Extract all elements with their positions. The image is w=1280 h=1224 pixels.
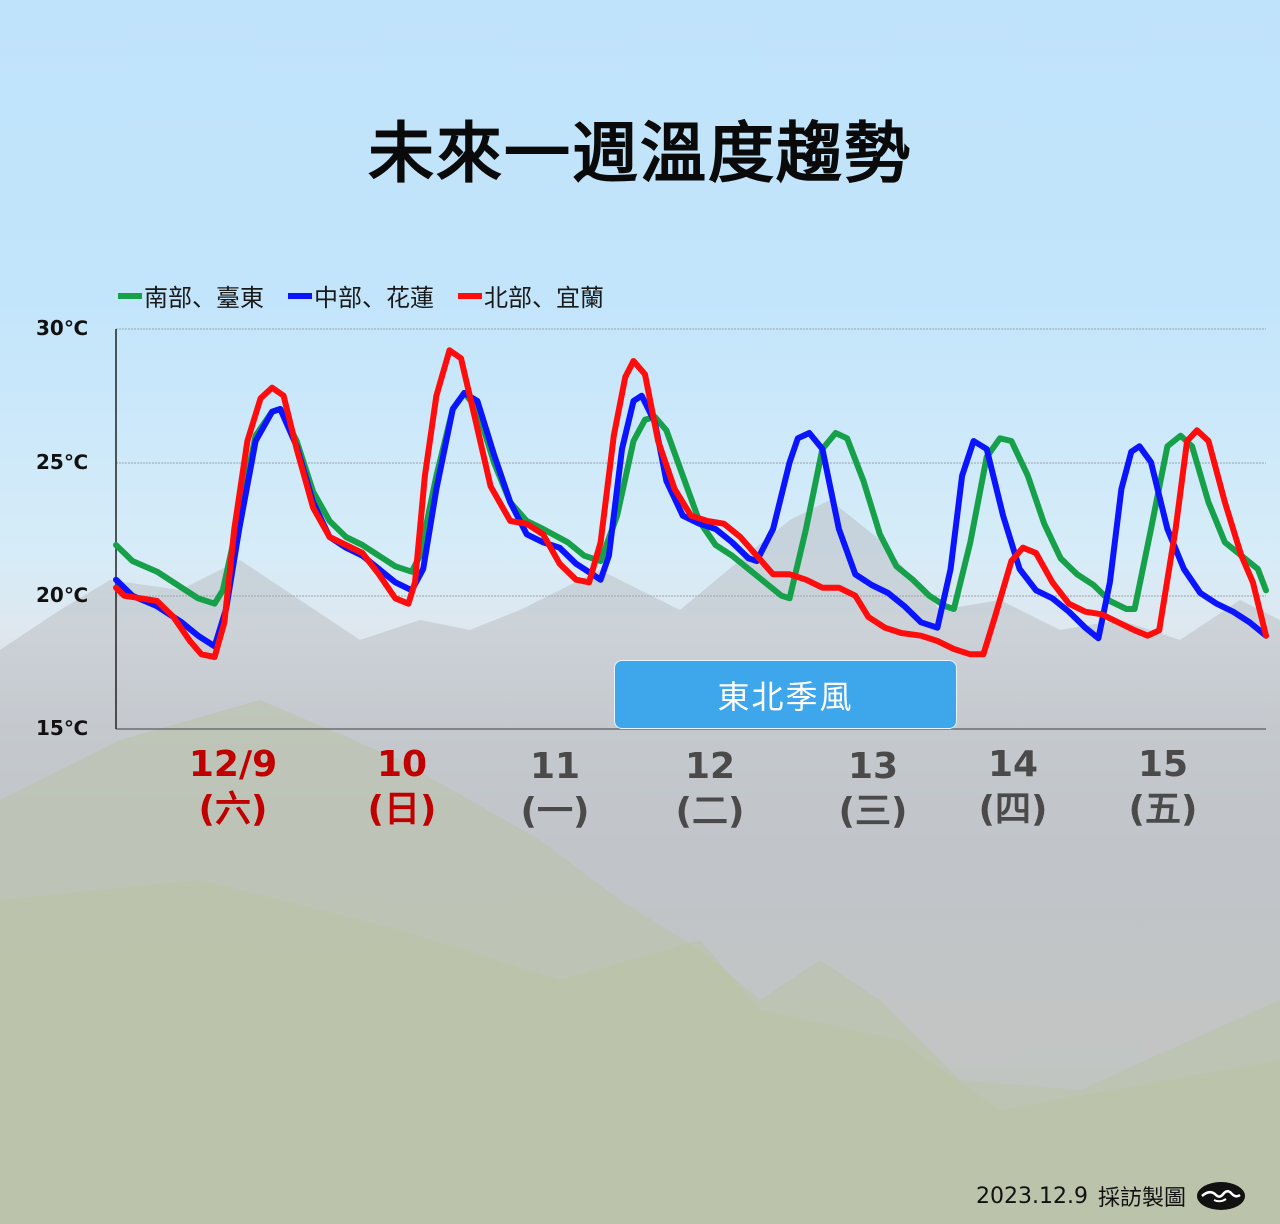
agency-logo-icon <box>1197 1182 1245 1210</box>
legend-swatch-green <box>118 292 142 299</box>
legend-swatch-red <box>458 292 482 299</box>
day-label-5: 14 (四) <box>943 742 1083 832</box>
day-weekday: (日) <box>367 789 437 830</box>
day-label-1: 10 (日) <box>332 742 472 832</box>
day-date: 10 <box>376 744 428 785</box>
day-weekday: (五) <box>1128 789 1198 830</box>
series-line-south <box>113 390 1269 612</box>
day-label-0: 12/9 (六) <box>163 742 303 832</box>
day-date: 15 <box>1137 744 1189 785</box>
y-tick-25: 25℃ <box>36 450 89 474</box>
footer-date: 2023.12.9 <box>976 1183 1088 1209</box>
legend-label: 中部、花蓮 <box>314 284 434 312</box>
legend-item-central: 中部、花蓮 <box>288 278 434 313</box>
legend-swatch-blue <box>288 292 312 299</box>
day-weekday: (一) <box>520 791 590 832</box>
day-date: 13 <box>847 746 899 787</box>
day-label-6: 15 (五) <box>1093 742 1233 832</box>
day-weekday: (三) <box>838 791 908 832</box>
monsoon-annotation: 東北季風 <box>614 660 957 729</box>
chart-title: 未來一週溫度趨勢 <box>368 115 912 192</box>
day-date: 12 <box>684 746 736 787</box>
footer: 2023.12.9 採訪製圖 <box>976 1180 1246 1212</box>
y-tick-15: 15℃ <box>36 716 89 740</box>
day-weekday: (六) <box>198 789 268 830</box>
series-line-central <box>113 390 1269 650</box>
series-line-north <box>113 347 1269 660</box>
footer-credit: 採訪製圖 <box>1097 1186 1186 1211</box>
legend: 南部、臺東 中部、花蓮 北部、宜蘭 <box>118 278 604 313</box>
line-chart <box>113 328 1269 730</box>
day-weekday: (四) <box>978 789 1048 830</box>
day-date: 12/9 <box>188 744 278 785</box>
legend-item-south: 南部、臺東 <box>118 278 264 313</box>
legend-label: 南部、臺東 <box>144 284 264 312</box>
legend-label: 北部、宜蘭 <box>484 284 604 312</box>
y-tick-20: 20℃ <box>36 583 89 607</box>
day-date: 11 <box>529 746 581 787</box>
day-label-4: 13 (三) <box>803 744 943 834</box>
y-tick-30: 30℃ <box>36 316 89 340</box>
day-label-2: 11 (一) <box>485 744 625 834</box>
day-weekday: (二) <box>675 791 745 832</box>
day-label-3: 12 (二) <box>640 744 780 834</box>
legend-item-north: 北部、宜蘭 <box>458 278 604 313</box>
day-date: 14 <box>987 744 1039 785</box>
